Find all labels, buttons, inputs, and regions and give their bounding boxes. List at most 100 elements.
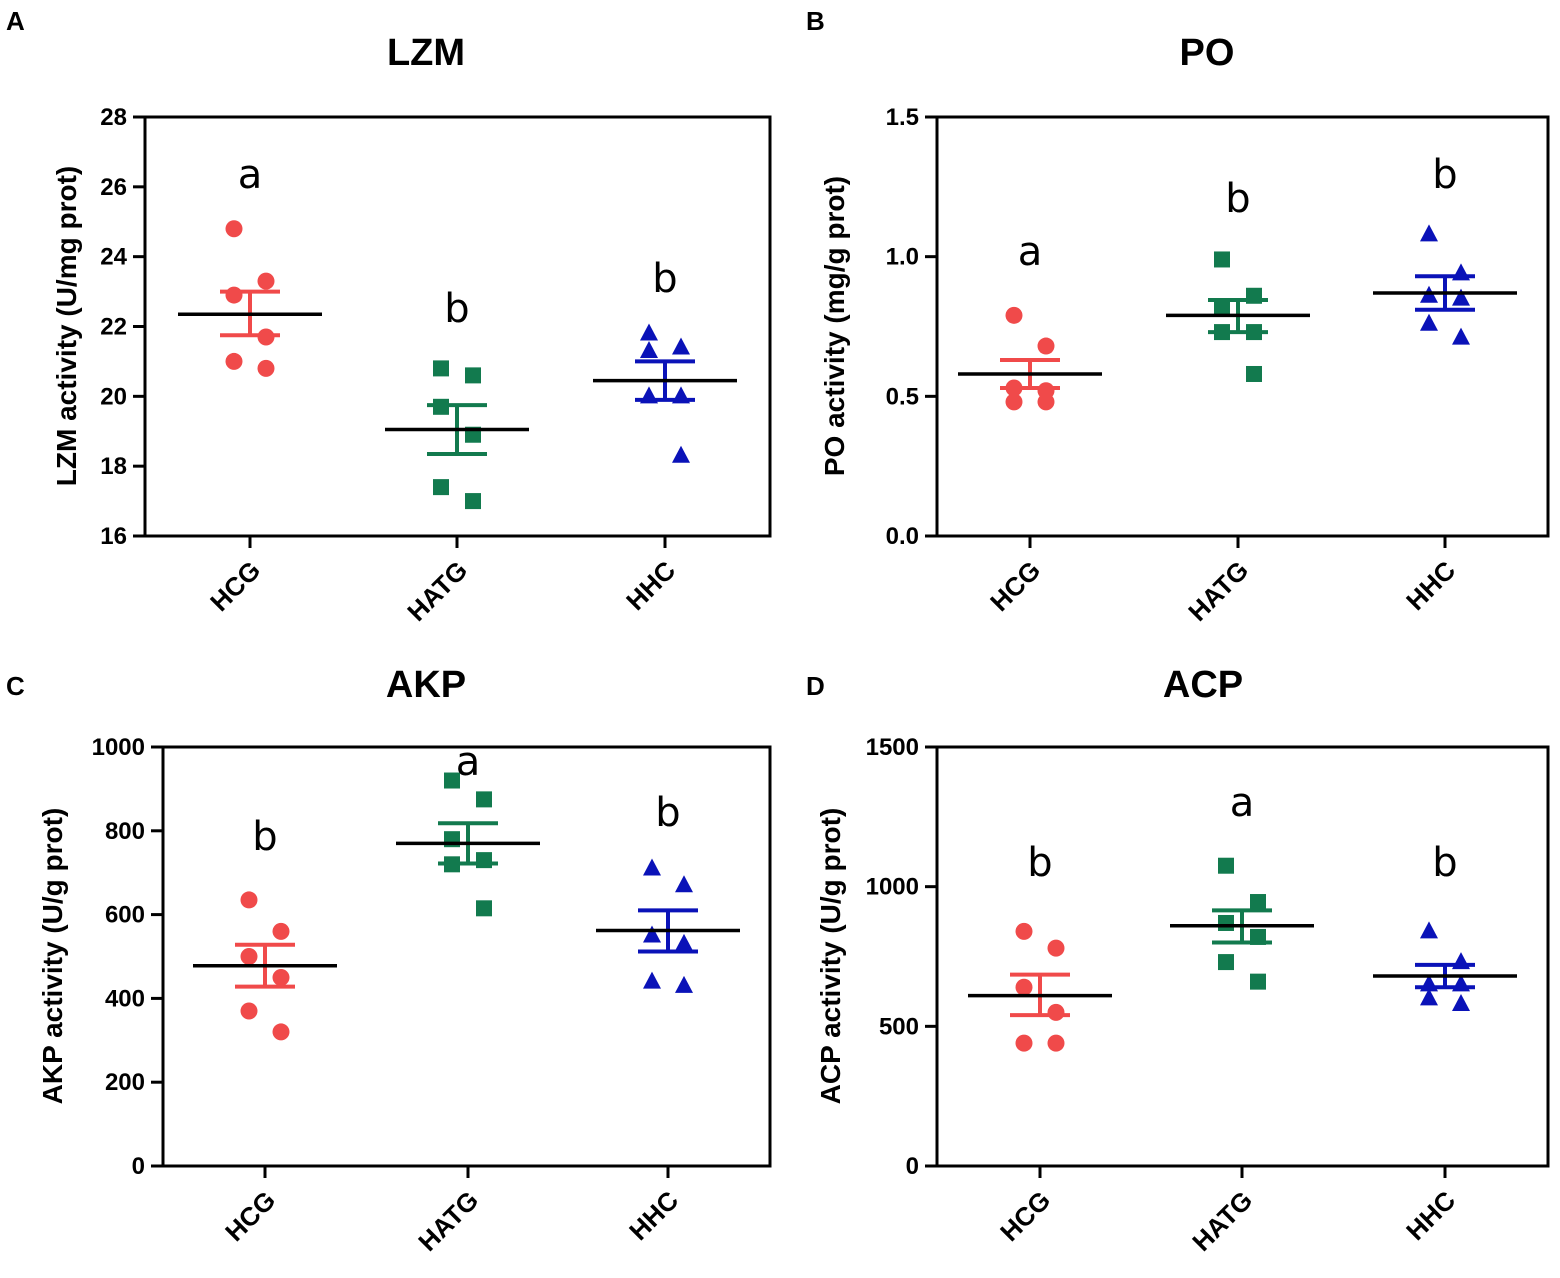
panel-c-point [444, 772, 460, 789]
panel-a: A LZM LZM activity (U/mg prot) 16 18 20 22 2… [6, 6, 772, 627]
panel-b-plot: 0.0 0.5 1.0 1.5 HCG HATG HHC a b b [886, 104, 1550, 627]
panel-d-sig-letter: b [1432, 840, 1457, 886]
panel-d-xtick-label: HATG [1186, 1185, 1258, 1257]
panel-d-point [1218, 954, 1234, 971]
panel-a-letter: A [6, 6, 25, 36]
panel-a-xtick-label: HCG [204, 555, 266, 617]
panel-d-point [1420, 988, 1438, 1006]
panel-b-sig-letter: b [1225, 176, 1250, 222]
panel-d-point [1047, 1034, 1065, 1052]
panel-b-xtick-label: HATG [1182, 555, 1254, 627]
panel-d-point [1250, 973, 1266, 990]
panel-c-point [272, 968, 290, 986]
panel-a-point [672, 337, 690, 355]
panel-c-ytick-label: 800 [105, 818, 145, 845]
panel-c-point [476, 791, 492, 808]
panel-a-point [225, 286, 243, 304]
panel-a-point [465, 367, 481, 384]
panel-c-point [675, 933, 693, 951]
panel-c-point [675, 875, 693, 893]
panel-a-point [257, 272, 275, 290]
panel-d-point [1218, 914, 1234, 931]
panel-a-series-hcg: a [178, 152, 322, 377]
panel-b-title: PO [1180, 32, 1235, 74]
panel-d-ytick-label: 500 [879, 1013, 919, 1040]
panel-c-point [240, 891, 258, 909]
panel-c-ytick-label: 400 [105, 985, 145, 1012]
panel-c-point [476, 900, 492, 917]
panel-b-sig-letter: b [1432, 152, 1457, 198]
panel-a-plot: 16 18 20 22 24 26 28 HCG HATG HHC a b b [100, 104, 772, 627]
panel-d-xtick-label: HCG [994, 1185, 1056, 1247]
panel-a-point [257, 359, 275, 377]
panel-d-series-hhc: b [1373, 840, 1517, 1011]
panel-c-sig-letter: b [252, 814, 277, 860]
panel-a-point [225, 352, 243, 370]
panel-a-title: LZM [387, 32, 465, 74]
panel-d-letter: D [806, 671, 825, 701]
panel-d-point [1047, 1003, 1065, 1021]
panel-b-point [1005, 306, 1023, 324]
panel-c-sig-letter: a [456, 739, 481, 785]
panel-c-ytick-label: 600 [105, 902, 145, 929]
panel-c-series-hhc: b [596, 790, 740, 993]
panel-d: D ACP ACP activity (U/g prot) 0 500 1000 15… [806, 664, 1550, 1257]
panel-d-xtick-label: HHC [1400, 1185, 1461, 1246]
panel-a-ytick-label: 28 [100, 104, 127, 131]
panel-c-point [643, 925, 661, 943]
panel-b-point [1420, 224, 1438, 242]
panel-d-series-hcg: b [968, 840, 1112, 1052]
panel-b-point [1246, 365, 1262, 382]
panel-b-point [1005, 393, 1023, 411]
panel-d-point [1218, 857, 1234, 874]
panel-c-sig-letter: b [655, 790, 680, 836]
panel-b-point [1452, 288, 1470, 306]
panel-a-xtick-label: HATG [401, 555, 473, 627]
panel-b-plot-frame [935, 115, 1550, 538]
panel-c-ytick-label: 200 [105, 1069, 145, 1096]
panel-b-series-hhc: b [1373, 152, 1517, 345]
panel-c-plot: 0 200 400 600 800 1000 HCG HATG HHC b a b [92, 734, 772, 1257]
panel-a-point [640, 340, 658, 358]
panel-c-title: AKP [386, 664, 466, 706]
panel-b: B PO PO activity (mg/g prot) 0.0 0.5 1.0 1.… [806, 6, 1550, 627]
panel-b-letter: B [806, 6, 825, 36]
panel-a-series-hatg: b [385, 286, 529, 510]
panel-a-sig-letter: b [444, 286, 469, 332]
panel-c-ytick-label: 0 [132, 1153, 145, 1180]
panel-c-series-hcg: b [193, 814, 337, 1041]
panel-a-ytick-label: 18 [100, 453, 127, 480]
panel-a-xtick-label: HHC [620, 555, 681, 616]
panel-c-point [675, 975, 693, 993]
panel-b-ytick-label: 1.5 [886, 104, 919, 131]
panel-c-point [476, 852, 492, 869]
panel-a-point [225, 220, 243, 238]
panel-a-sig-letter: b [652, 256, 677, 302]
panel-b-point [1214, 251, 1230, 268]
panel-c: C AKP AKP activity (U/g prot) 0 200 400 600… [6, 664, 772, 1257]
panel-a-ytick-label: 16 [100, 523, 127, 550]
panel-d-ylabel: ACP activity (U/g prot) [815, 808, 846, 1105]
panel-a-point [433, 360, 449, 377]
panel-d-sig-letter: a [1230, 780, 1255, 826]
panel-c-point [240, 1002, 258, 1020]
panel-b-point [1037, 337, 1055, 355]
panel-d-ytick-label: 1000 [866, 874, 919, 901]
panel-d-point [1047, 939, 1065, 957]
panel-c-xtick-label: HATG [412, 1185, 484, 1257]
panel-a-ytick-label: 22 [100, 314, 127, 341]
panel-b-xtick-label: HCG [984, 555, 1046, 617]
panel-b-point [1452, 327, 1470, 345]
panel-d-point [1420, 921, 1438, 939]
panel-c-series-hatg: a [396, 739, 540, 917]
panel-b-ytick-label: 1.0 [886, 244, 919, 271]
panel-c-xtick-label: HHC [623, 1185, 684, 1246]
panel-c-letter: C [6, 671, 25, 701]
panel-a-point [672, 445, 690, 463]
panel-b-ytick-label: 0.0 [886, 523, 919, 550]
panel-d-point [1015, 1034, 1033, 1052]
panel-b-sig-letter: a [1018, 229, 1043, 275]
panel-b-point [1037, 393, 1055, 411]
panel-d-point [1015, 978, 1033, 996]
